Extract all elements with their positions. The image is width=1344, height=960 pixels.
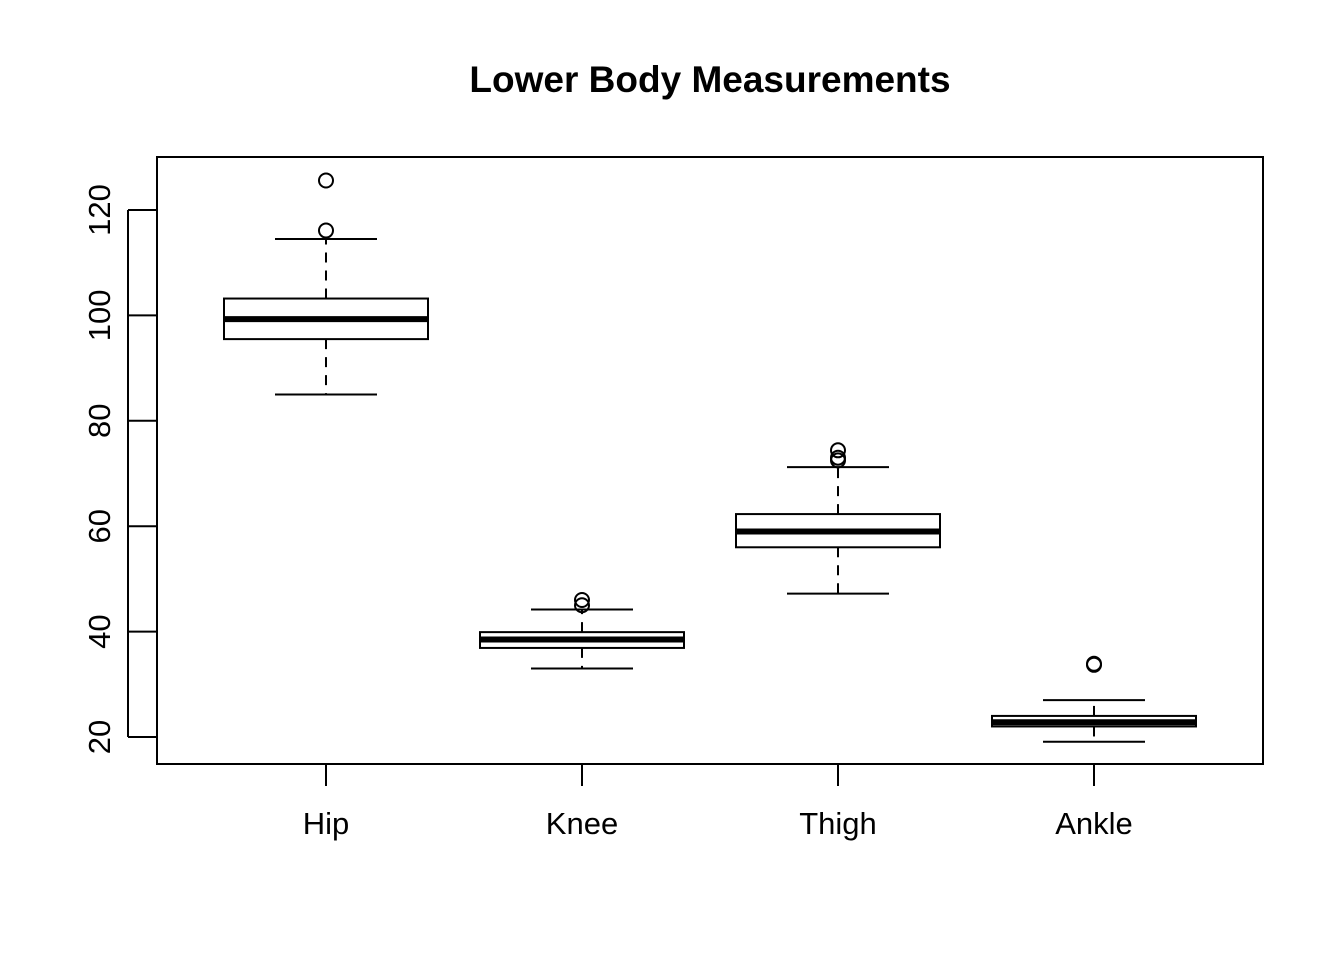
- box-ankle: [991, 655, 1197, 743]
- y-tick-label-40: 40: [82, 614, 117, 648]
- plot-frame: [156, 156, 1264, 765]
- x-axis: Hip Knee Thigh Ankle: [303, 763, 1133, 841]
- x-tick-label-hip: Hip: [303, 806, 350, 841]
- y-tick-label-60: 60: [82, 509, 117, 543]
- boxes-layer: [223, 172, 1197, 743]
- box-knee: [479, 591, 685, 670]
- hip-outlier-0: [318, 222, 334, 239]
- thigh-outlier-2: [830, 442, 846, 459]
- box-hip: [223, 172, 429, 396]
- x-tick-label-thigh: Thigh: [799, 806, 877, 841]
- knee-outlier-0: [574, 597, 590, 614]
- ankle-outlier-1: [1086, 655, 1102, 672]
- y-tick-label-80: 80: [82, 404, 117, 438]
- thigh-outlier-1: [830, 449, 846, 466]
- x-tick-label-ankle: Ankle: [1055, 806, 1133, 841]
- knee-outlier-1: [574, 591, 590, 608]
- y-tick-label-100: 100: [82, 290, 117, 342]
- hip-outlier-1: [318, 172, 334, 189]
- y-tick-label-20: 20: [82, 720, 117, 754]
- x-tick-label-knee: Knee: [546, 806, 618, 841]
- y-axis: 20 40 60 80 100 120: [82, 184, 157, 754]
- box-thigh: [735, 442, 941, 595]
- y-tick-label-120: 120: [82, 184, 117, 236]
- chart-title: Lower Body Measurements: [469, 59, 950, 100]
